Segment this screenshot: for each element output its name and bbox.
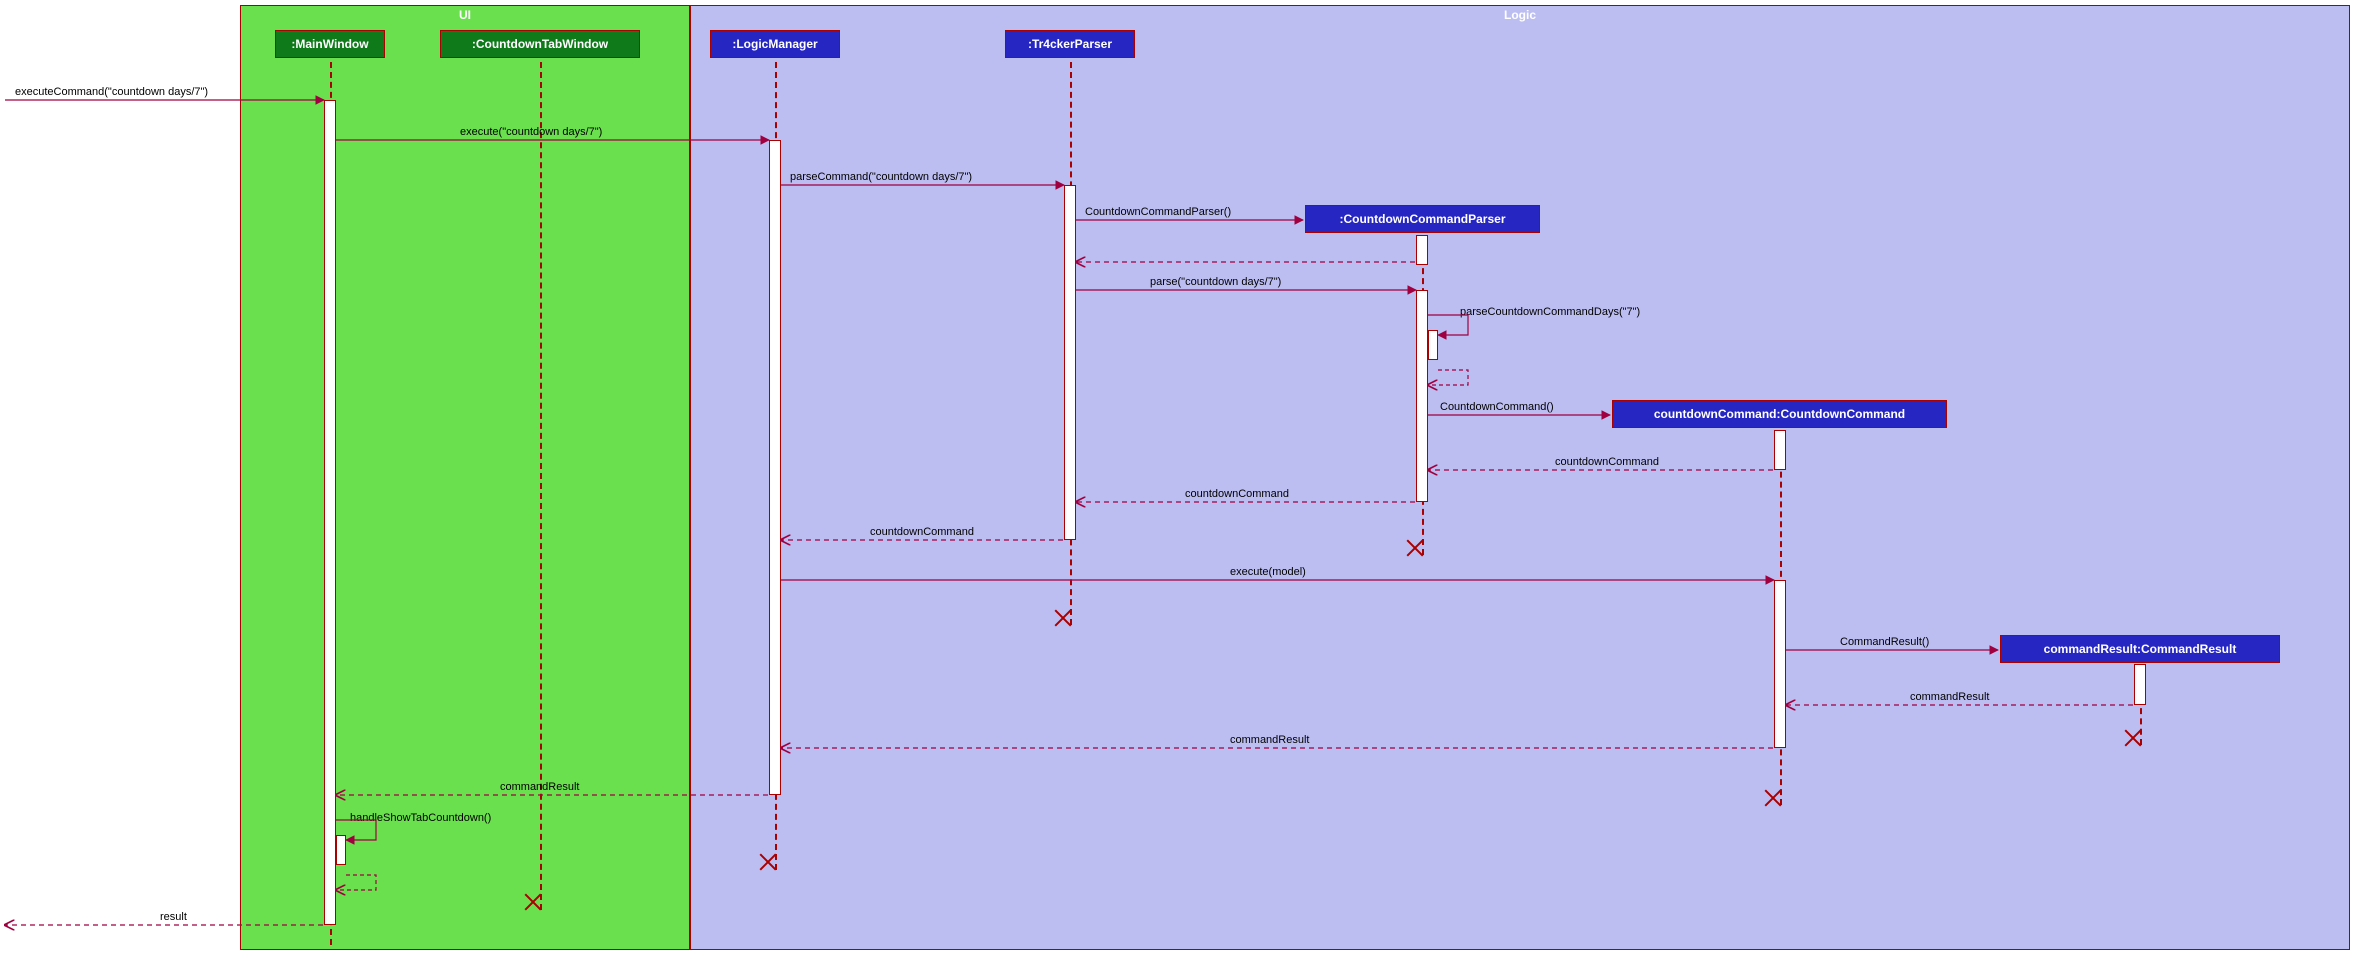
msg-m2: execute("countdown days/7"): [460, 126, 602, 138]
activation-2: [1064, 185, 1076, 540]
frame-title-logic: Logic: [1504, 8, 1536, 22]
activation-9: [336, 835, 346, 865]
msg-m14: commandResult: [1910, 691, 1989, 703]
msg-m18: result: [160, 911, 187, 923]
participant-commandResult: commandResult:CommandResult: [2000, 635, 2280, 663]
msg-m17: handleShowTabCountdown(): [350, 812, 491, 824]
activation-0: [324, 100, 336, 925]
msg-m8: CountdownCommand(): [1440, 401, 1554, 413]
msg-m6: parse("countdown days/7"): [1150, 276, 1281, 288]
activation-1: [769, 140, 781, 795]
msg-m1: executeCommand("countdown days/7"): [15, 86, 208, 98]
msg-m3: parseCommand("countdown days/7"): [790, 171, 972, 183]
frame-ui: UI: [240, 5, 690, 950]
participant-countdownTab: :CountdownTabWindow: [440, 30, 640, 58]
participant-tr4ckerParser: :Tr4ckerParser: [1005, 30, 1135, 58]
msg-m11: countdownCommand: [870, 526, 974, 538]
msg-m16: commandResult: [500, 781, 579, 793]
msg-m15: commandResult: [1230, 734, 1309, 746]
participant-countdownCommand: countdownCommand:CountdownCommand: [1612, 400, 1947, 428]
msg-m12: execute(model): [1230, 566, 1306, 578]
activation-7: [1774, 580, 1786, 748]
msg-m7: parseCountdownCommandDays("7"): [1460, 306, 1640, 318]
activation-4: [1416, 290, 1428, 502]
activation-8: [2134, 664, 2146, 705]
msg-m4: CountdownCommandParser(): [1085, 206, 1231, 218]
participant-countdownParser: :CountdownCommandParser: [1305, 205, 1540, 233]
activation-6: [1774, 430, 1786, 470]
destroy-4: [1764, 789, 1782, 807]
activation-5: [1428, 330, 1438, 360]
destroy-2: [1406, 539, 1424, 557]
destroy-5: [2124, 729, 2142, 747]
msg-m10: countdownCommand: [1185, 488, 1289, 500]
msg-m9: countdownCommand: [1555, 456, 1659, 468]
participant-logicManager: :LogicManager: [710, 30, 840, 58]
destroy-3: [759, 853, 777, 871]
frame-logic: Logic: [690, 5, 2350, 950]
destroy-1: [1054, 609, 1072, 627]
activation-3: [1416, 235, 1428, 265]
participant-mainWindow: :MainWindow: [275, 30, 385, 58]
destroy-0: [524, 893, 542, 911]
msg-m13: CommandResult(): [1840, 636, 1929, 648]
frame-title-ui: UI: [459, 8, 471, 22]
